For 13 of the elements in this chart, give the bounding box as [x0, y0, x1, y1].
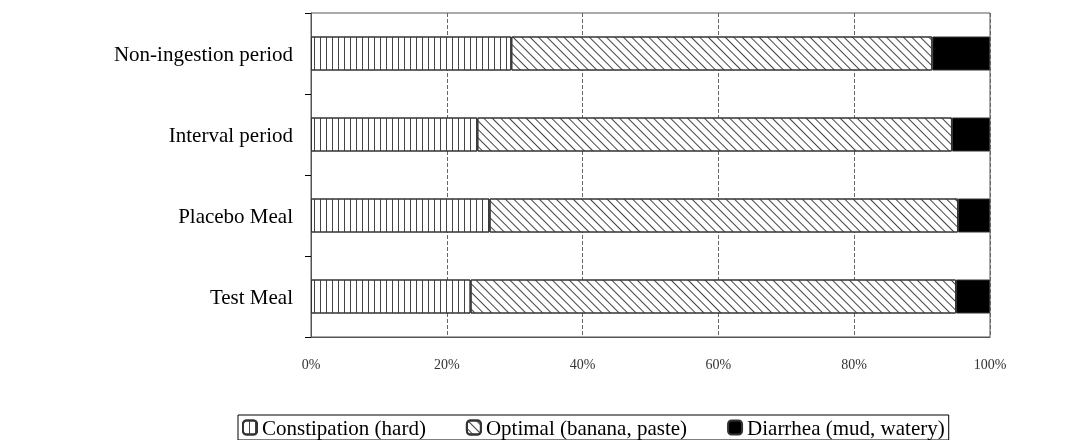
legend-label: Constipation (hard) [262, 415, 426, 440]
legend-label: Optimal (banana, paste) [485, 415, 688, 440]
x-tick-label: 60% [705, 356, 732, 372]
y-tick-label: Test Meal [209, 284, 294, 309]
x-tick-label: 0% [301, 356, 321, 372]
x-tick-label: 40% [569, 356, 596, 372]
legend-label: Diarrhea (mud, watery) [747, 415, 945, 440]
y-tick-label: Placebo Meal [178, 203, 294, 228]
y-tick-label: Non-ingestion period [113, 41, 294, 66]
y-tick-label: Interval period [168, 122, 294, 147]
x-tick-label: 20% [433, 356, 460, 372]
x-tick-label: 100% [973, 356, 1007, 372]
x-tick-label: 80% [841, 356, 868, 372]
